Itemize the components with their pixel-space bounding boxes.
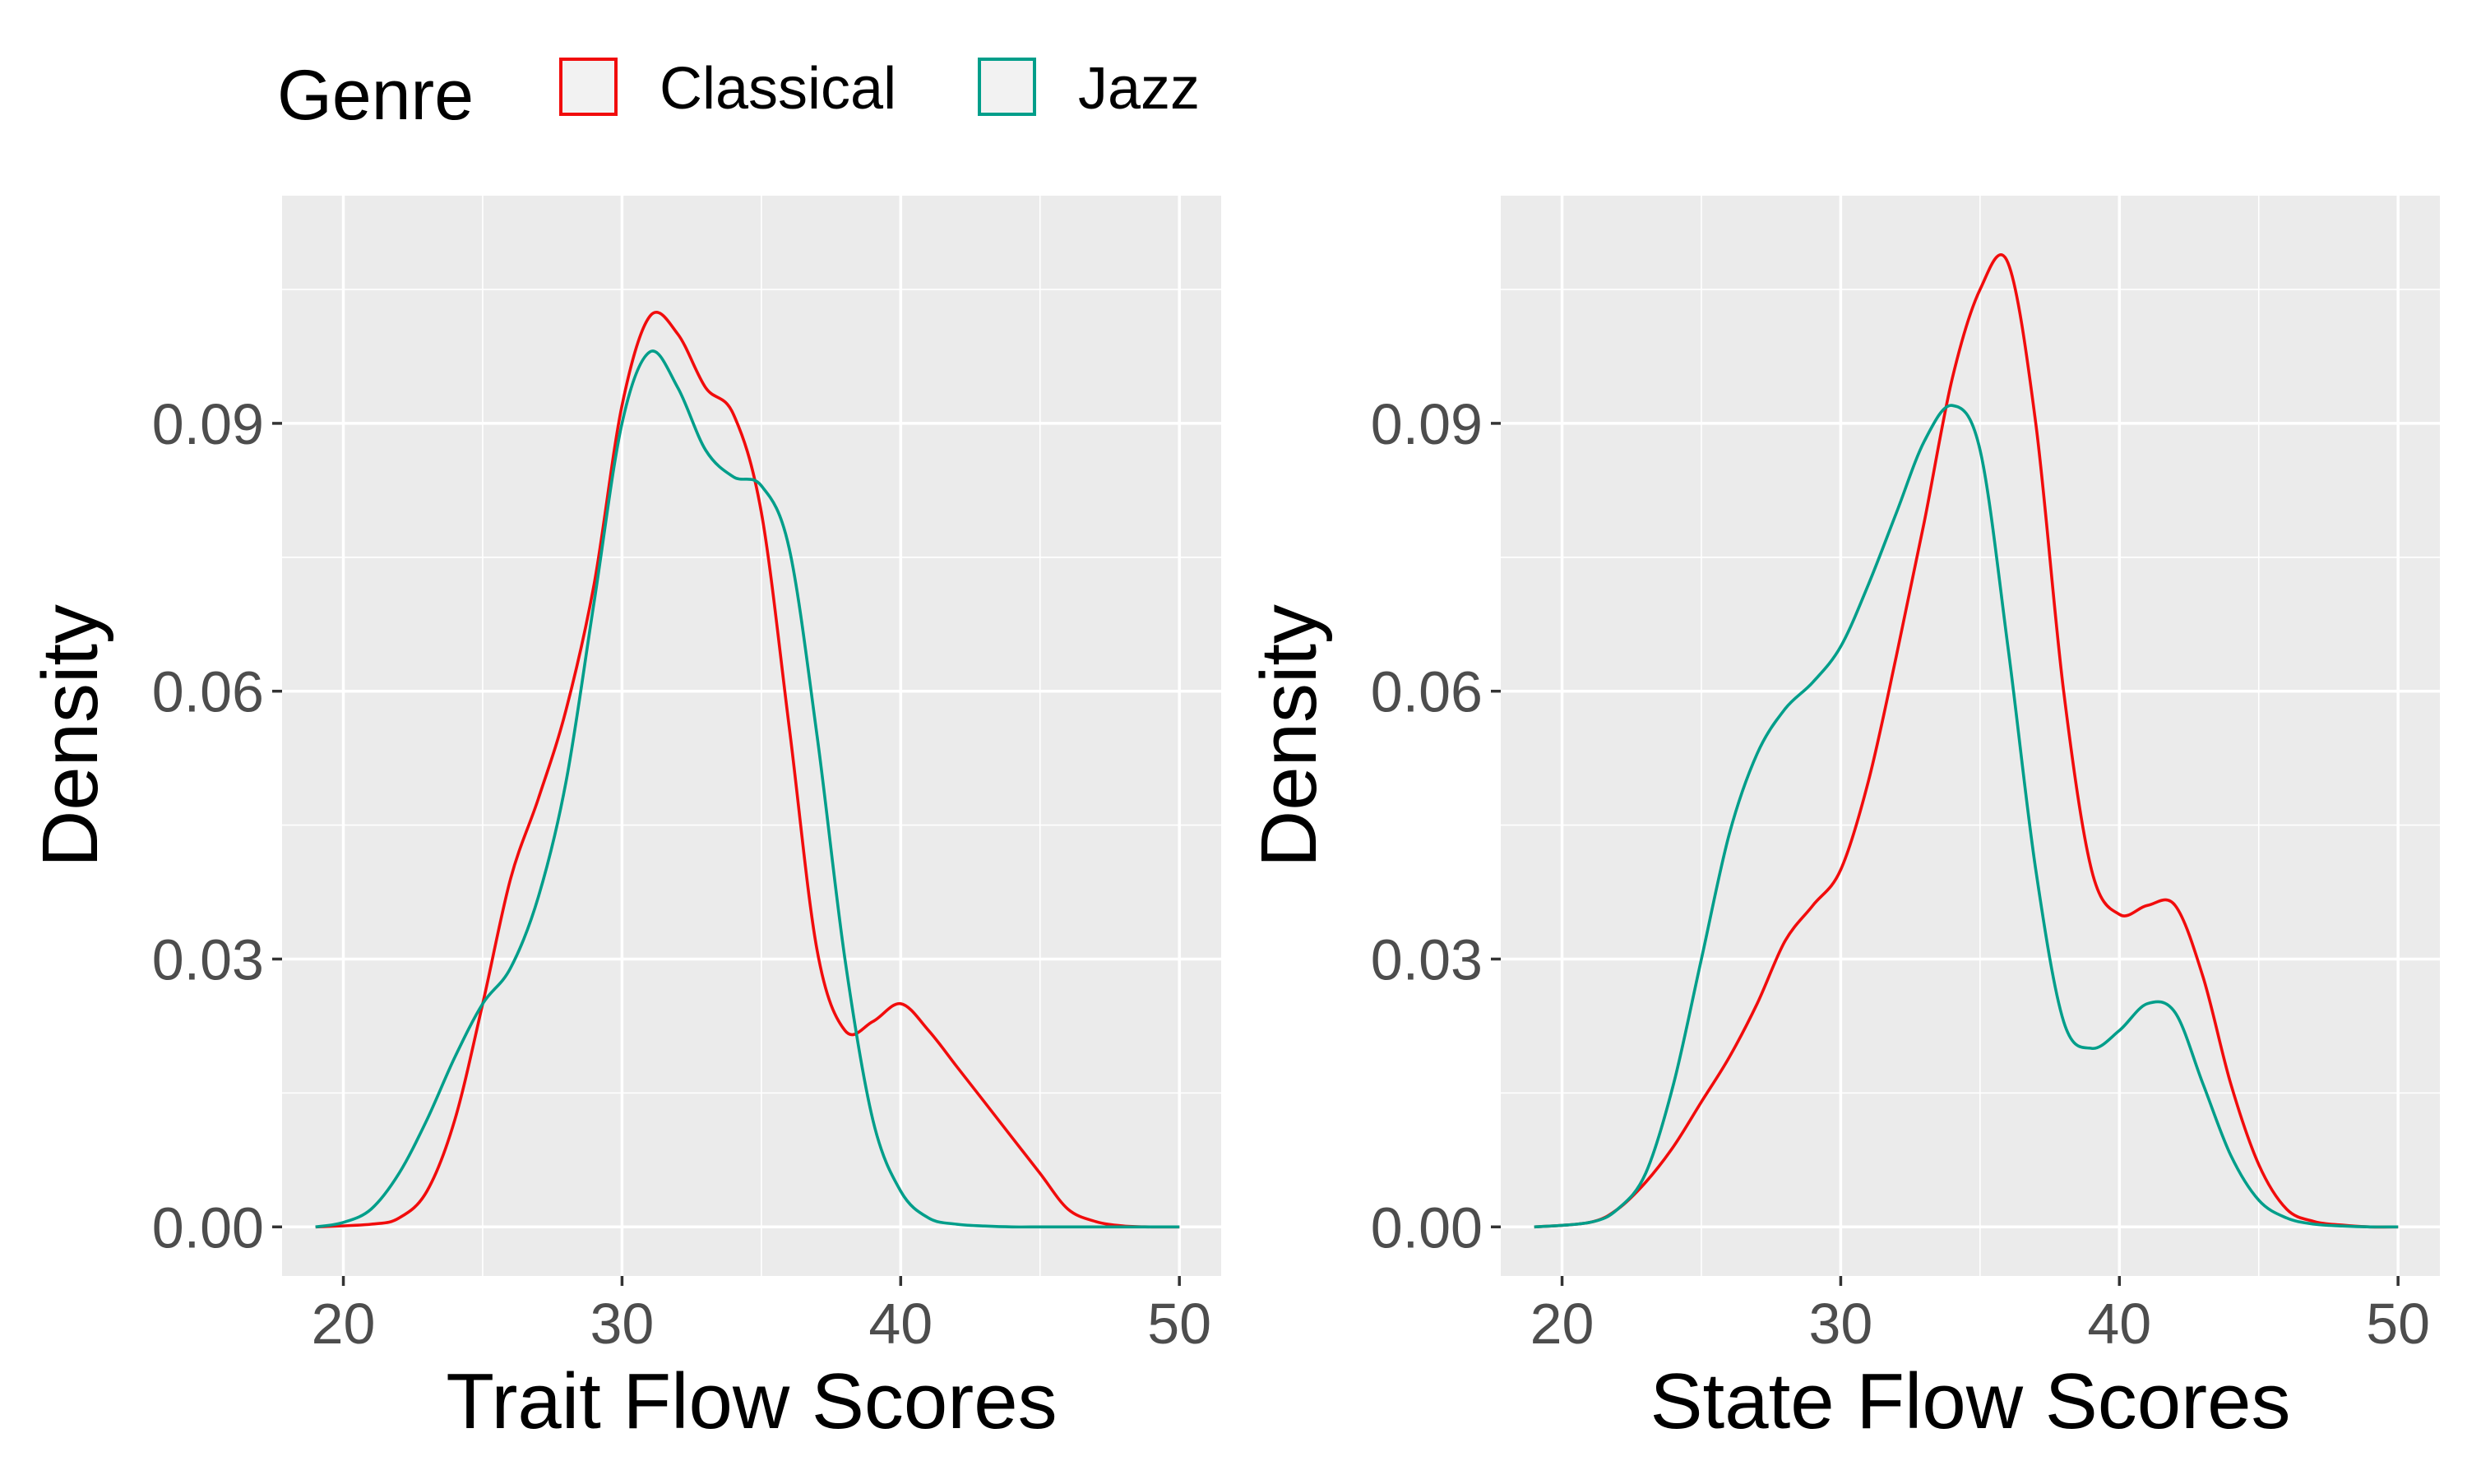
x-tick-label: 50 <box>2366 1292 2430 1356</box>
x-tick-label: 30 <box>1808 1292 1872 1356</box>
x-tick-label: 20 <box>1530 1292 1595 1356</box>
y-tick-label: 0.00 <box>152 1195 264 1260</box>
legend-title: Genre <box>277 56 474 135</box>
y-tick-label: 0.03 <box>1371 927 1483 992</box>
x-tick-label: 40 <box>2087 1292 2151 1356</box>
x-tick-label: 50 <box>1147 1292 1211 1356</box>
y-tick-label: 0.09 <box>152 392 264 456</box>
legend-label-jazz: Jazz <box>1078 56 1200 122</box>
plot-background <box>282 196 1221 1276</box>
y-tick-label: 0.03 <box>152 927 264 992</box>
density-line-jazz <box>1534 404 2399 1229</box>
y-tick-label: 0.09 <box>1371 392 1483 456</box>
y-axis-title: Density <box>1245 604 1333 867</box>
panel-1: 20 30 40 50 0.00 0.03 0.06 0.09 Trait Flow Score… <box>26 196 1221 1445</box>
plot-background <box>1501 196 2440 1276</box>
panel-2: 20 30 40 50 0.00 0.03 0.06 0.09 State Flow Score… <box>1245 196 2440 1445</box>
legend-key-classical <box>559 58 618 116</box>
density-line-classical <box>315 311 1180 1229</box>
legend-label-classical: Classical <box>660 56 896 122</box>
x-axis-title: State Flow Scores <box>1650 1357 2291 1445</box>
x-tick-label: 20 <box>312 1292 376 1356</box>
x-tick-label: 30 <box>590 1292 654 1356</box>
y-tick-label: 0.06 <box>152 660 264 724</box>
density-line-classical <box>1534 253 2399 1229</box>
legend: Genre Classical Jazz <box>277 56 1200 135</box>
y-tick-label: 0.00 <box>1371 1195 1483 1260</box>
y-tick-label: 0.06 <box>1371 660 1483 724</box>
y-axis-title: Density <box>26 604 114 867</box>
density-line-jazz <box>315 349 1180 1229</box>
x-tick-label: 40 <box>868 1292 933 1356</box>
x-axis-title: Trait Flow Scores <box>446 1357 1057 1445</box>
legend-key-jazz <box>978 58 1036 116</box>
